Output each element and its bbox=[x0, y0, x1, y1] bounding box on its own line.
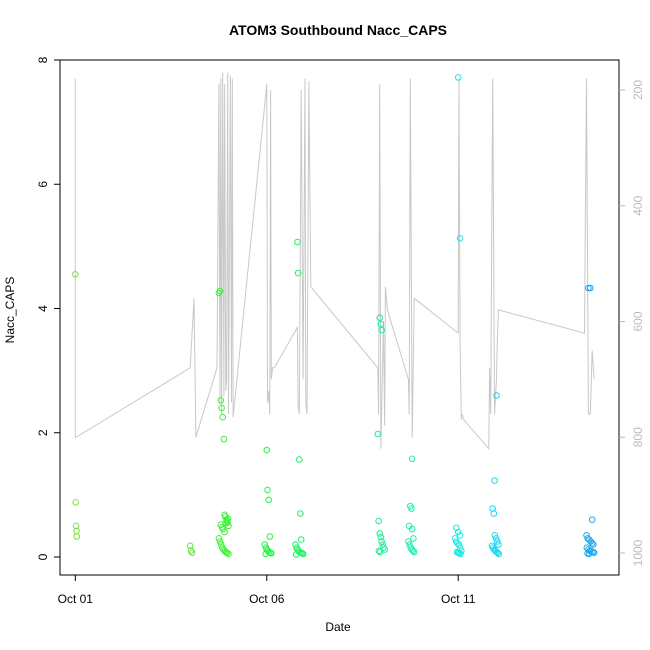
axes: 0 2 4 6 8 Oct 01 Oct 06 Oct 11 200 400 600 800 1000 bbox=[36, 56, 645, 606]
data-point bbox=[375, 517, 382, 525]
data-point bbox=[408, 525, 416, 533]
data-point bbox=[493, 538, 501, 545]
data-point bbox=[375, 547, 383, 555]
data-point bbox=[453, 524, 460, 532]
data-point bbox=[585, 284, 592, 292]
data-point bbox=[217, 397, 225, 404]
chart-title: ATOM3 Southbound Nacc_CAPS bbox=[229, 22, 447, 38]
data-point bbox=[376, 314, 384, 322]
data-point bbox=[299, 550, 307, 558]
data-point bbox=[457, 550, 464, 558]
data-point bbox=[72, 522, 80, 530]
data-point bbox=[410, 548, 418, 556]
data-point bbox=[297, 510, 304, 517]
data-point bbox=[588, 540, 596, 547]
data-point bbox=[378, 538, 385, 545]
right-tick-label: 600 bbox=[631, 311, 645, 331]
data-point bbox=[297, 536, 305, 543]
data-point bbox=[455, 541, 463, 548]
data-point bbox=[495, 541, 502, 548]
data-point bbox=[263, 446, 271, 454]
data-point bbox=[218, 404, 225, 412]
data-point bbox=[587, 284, 594, 292]
right-tick-label: 400 bbox=[631, 195, 645, 215]
data-point bbox=[456, 235, 464, 242]
data-point bbox=[377, 533, 385, 541]
x-tick-label: Oct 06 bbox=[249, 592, 285, 606]
data-point bbox=[380, 544, 387, 552]
data-point bbox=[491, 477, 498, 484]
y-tick-label: 8 bbox=[36, 56, 50, 63]
x-tick-label: Oct 11 bbox=[441, 592, 476, 606]
data-point bbox=[294, 238, 301, 246]
data-point bbox=[299, 550, 306, 557]
data-point bbox=[219, 413, 226, 421]
right-tick-label: 1000 bbox=[631, 539, 645, 566]
data-points bbox=[72, 74, 598, 558]
data-point bbox=[266, 533, 274, 540]
data-point bbox=[292, 551, 300, 558]
data-point bbox=[494, 549, 501, 557]
data-point bbox=[454, 528, 462, 536]
y-tick-label: 2 bbox=[36, 429, 50, 436]
data-point bbox=[186, 542, 194, 550]
data-point bbox=[223, 549, 231, 557]
data-point bbox=[264, 486, 271, 494]
x-axis-label: Date bbox=[325, 620, 351, 634]
data-point bbox=[73, 533, 81, 540]
data-point bbox=[221, 528, 228, 536]
data-point bbox=[410, 535, 417, 542]
data-point bbox=[590, 541, 597, 548]
data-point bbox=[376, 548, 384, 556]
data-point bbox=[492, 535, 500, 542]
data-point bbox=[72, 499, 79, 506]
y-tick-label: 6 bbox=[36, 181, 50, 188]
right-tick-label: 800 bbox=[631, 427, 645, 447]
data-point bbox=[219, 525, 227, 533]
data-point bbox=[408, 505, 415, 512]
data-point bbox=[374, 430, 382, 438]
y-tick-label: 4 bbox=[36, 305, 50, 312]
data-point bbox=[491, 532, 499, 539]
data-point bbox=[588, 516, 596, 524]
data-point bbox=[377, 320, 385, 328]
y-tick-label: 0 bbox=[36, 553, 50, 560]
data-point bbox=[296, 456, 303, 463]
data-point bbox=[405, 538, 412, 545]
y-axis-label: Nacc_CAPS bbox=[3, 277, 17, 344]
altitude-trace bbox=[74, 72, 595, 451]
right-tick-label: 200 bbox=[631, 80, 645, 100]
data-point bbox=[454, 74, 462, 81]
data-point bbox=[408, 455, 416, 463]
data-point bbox=[493, 392, 500, 399]
data-point bbox=[265, 496, 273, 504]
data-point bbox=[495, 550, 503, 558]
data-point bbox=[490, 510, 498, 517]
x-tick-label: Oct 01 bbox=[58, 592, 94, 606]
altitude-line bbox=[74, 72, 595, 451]
data-point bbox=[294, 269, 302, 277]
data-point bbox=[224, 515, 232, 522]
data-point bbox=[456, 532, 464, 539]
data-point bbox=[585, 550, 593, 558]
data-point bbox=[188, 549, 196, 557]
data-point bbox=[72, 271, 79, 278]
plot-frame bbox=[59, 59, 620, 576]
data-point bbox=[409, 547, 417, 555]
data-point bbox=[216, 287, 224, 295]
data-point bbox=[262, 550, 269, 558]
data-point bbox=[225, 550, 232, 558]
data-point bbox=[216, 538, 224, 545]
data-point bbox=[378, 326, 385, 334]
data-point bbox=[220, 435, 228, 443]
data-point bbox=[376, 530, 384, 537]
data-point bbox=[215, 535, 223, 542]
